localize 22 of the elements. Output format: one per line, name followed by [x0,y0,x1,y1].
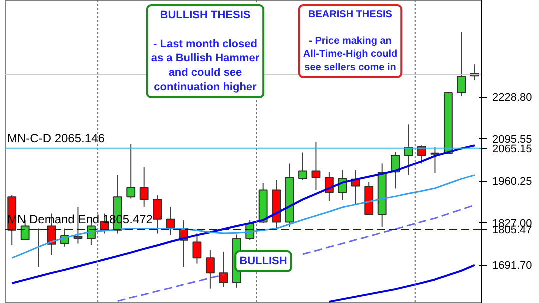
annotation: BULLISH [240,256,288,268]
candlestick [312,142,321,191]
candlestick [192,233,202,264]
candlestick [418,145,426,164]
y-tick-label: 1805.47 [492,224,532,237]
text: BULLISH THESIS - Last month closed as a Bullish Hammer and could see continuation higher [151,10,260,94]
candlestick [153,194,162,234]
y-tick-label: 2228.80 [492,92,532,104]
text: BEARISH THESIS - Price making an All-Time-High could see sellers come in [303,10,398,74]
y-tick-label: 1691.70 [492,260,532,272]
candlestick [457,32,466,97]
y-tick-label: 1960.25 [492,176,532,188]
candlestick [206,250,215,290]
y-tick-label: 2095.55 [492,134,532,146]
candlestick [298,152,308,181]
candlestick [126,144,136,200]
y-tick-label: 2065.15 [492,143,532,156]
ref-line-label: MN-C-D 2065.146 [8,131,106,146]
candlestick [140,166,149,208]
candlestick [219,251,228,288]
candlestick [430,146,440,174]
line-series [328,264,476,303]
